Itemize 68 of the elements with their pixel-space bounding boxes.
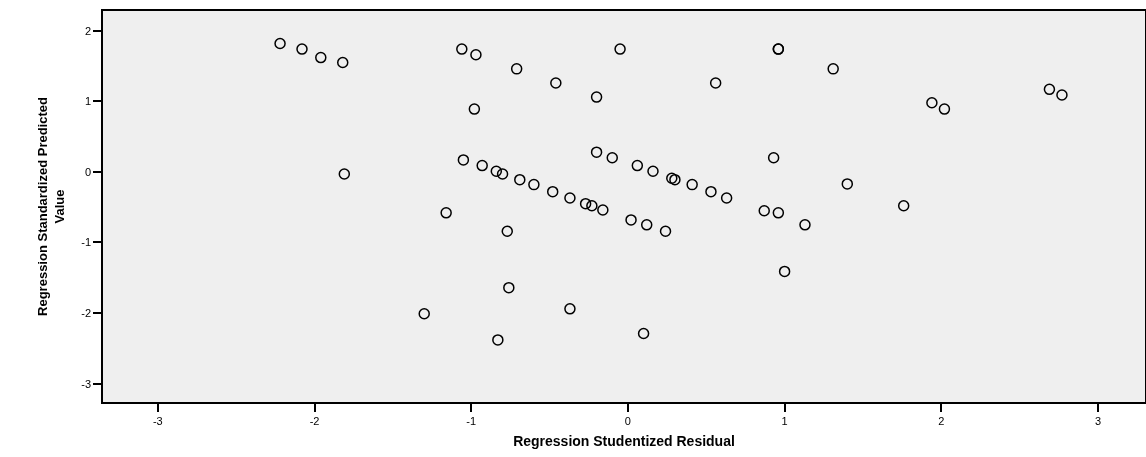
point	[468, 103, 481, 115]
point	[705, 185, 717, 198]
point	[640, 219, 653, 231]
point	[1043, 83, 1056, 96]
point	[631, 159, 644, 172]
point	[590, 146, 603, 158]
point	[926, 97, 938, 109]
x-tick-label: -3	[152, 414, 163, 427]
point	[490, 165, 503, 177]
point	[315, 51, 327, 64]
point	[514, 173, 526, 186]
y-tick-label: 2	[84, 24, 92, 37]
x-tick-label: 1	[781, 414, 788, 427]
point	[336, 56, 349, 69]
point	[827, 63, 839, 75]
y-tick-label: -3	[81, 377, 92, 390]
y-axis-title: Regression Standardized Predicted Value	[34, 97, 67, 316]
y-tick-label: -2	[81, 306, 92, 319]
point	[492, 334, 504, 346]
point	[686, 178, 698, 191]
point	[501, 225, 514, 237]
point	[456, 43, 468, 55]
point	[597, 204, 609, 216]
point	[338, 168, 351, 180]
point	[778, 265, 791, 278]
x-tick-label: -2	[309, 414, 320, 427]
point	[659, 225, 672, 237]
point	[758, 204, 770, 217]
point	[625, 214, 637, 226]
point	[564, 303, 576, 315]
point	[274, 37, 286, 50]
y-tick-label: 0	[84, 165, 92, 178]
point	[772, 207, 785, 219]
x-tick-label: 0	[624, 414, 631, 427]
x-axis-title: Regression Studentized Residual	[513, 432, 735, 449]
point	[720, 192, 733, 204]
point	[586, 200, 598, 212]
point	[897, 200, 910, 212]
point	[457, 154, 470, 166]
point	[799, 219, 811, 231]
point	[647, 165, 659, 177]
point	[418, 308, 430, 320]
y-tick-label: -1	[81, 236, 92, 249]
point	[496, 168, 509, 180]
x-tick-label: -1	[466, 414, 477, 427]
y-tick-label: 1	[84, 95, 92, 108]
point	[767, 152, 780, 164]
point	[938, 103, 951, 115]
point	[503, 281, 515, 294]
point	[528, 178, 540, 191]
point	[476, 159, 488, 172]
point	[440, 207, 452, 219]
point	[637, 327, 650, 340]
point	[579, 197, 592, 210]
point	[614, 43, 626, 55]
point	[296, 43, 308, 55]
point	[841, 178, 854, 190]
point	[550, 77, 562, 89]
x-tick-label: 2	[938, 414, 945, 427]
point	[546, 185, 559, 198]
x-tick-label: 3	[1094, 414, 1102, 427]
point	[709, 77, 722, 89]
point	[590, 91, 603, 103]
point	[1056, 89, 1068, 101]
point	[470, 49, 482, 61]
point	[606, 152, 618, 164]
point	[564, 192, 576, 204]
point	[510, 63, 523, 75]
